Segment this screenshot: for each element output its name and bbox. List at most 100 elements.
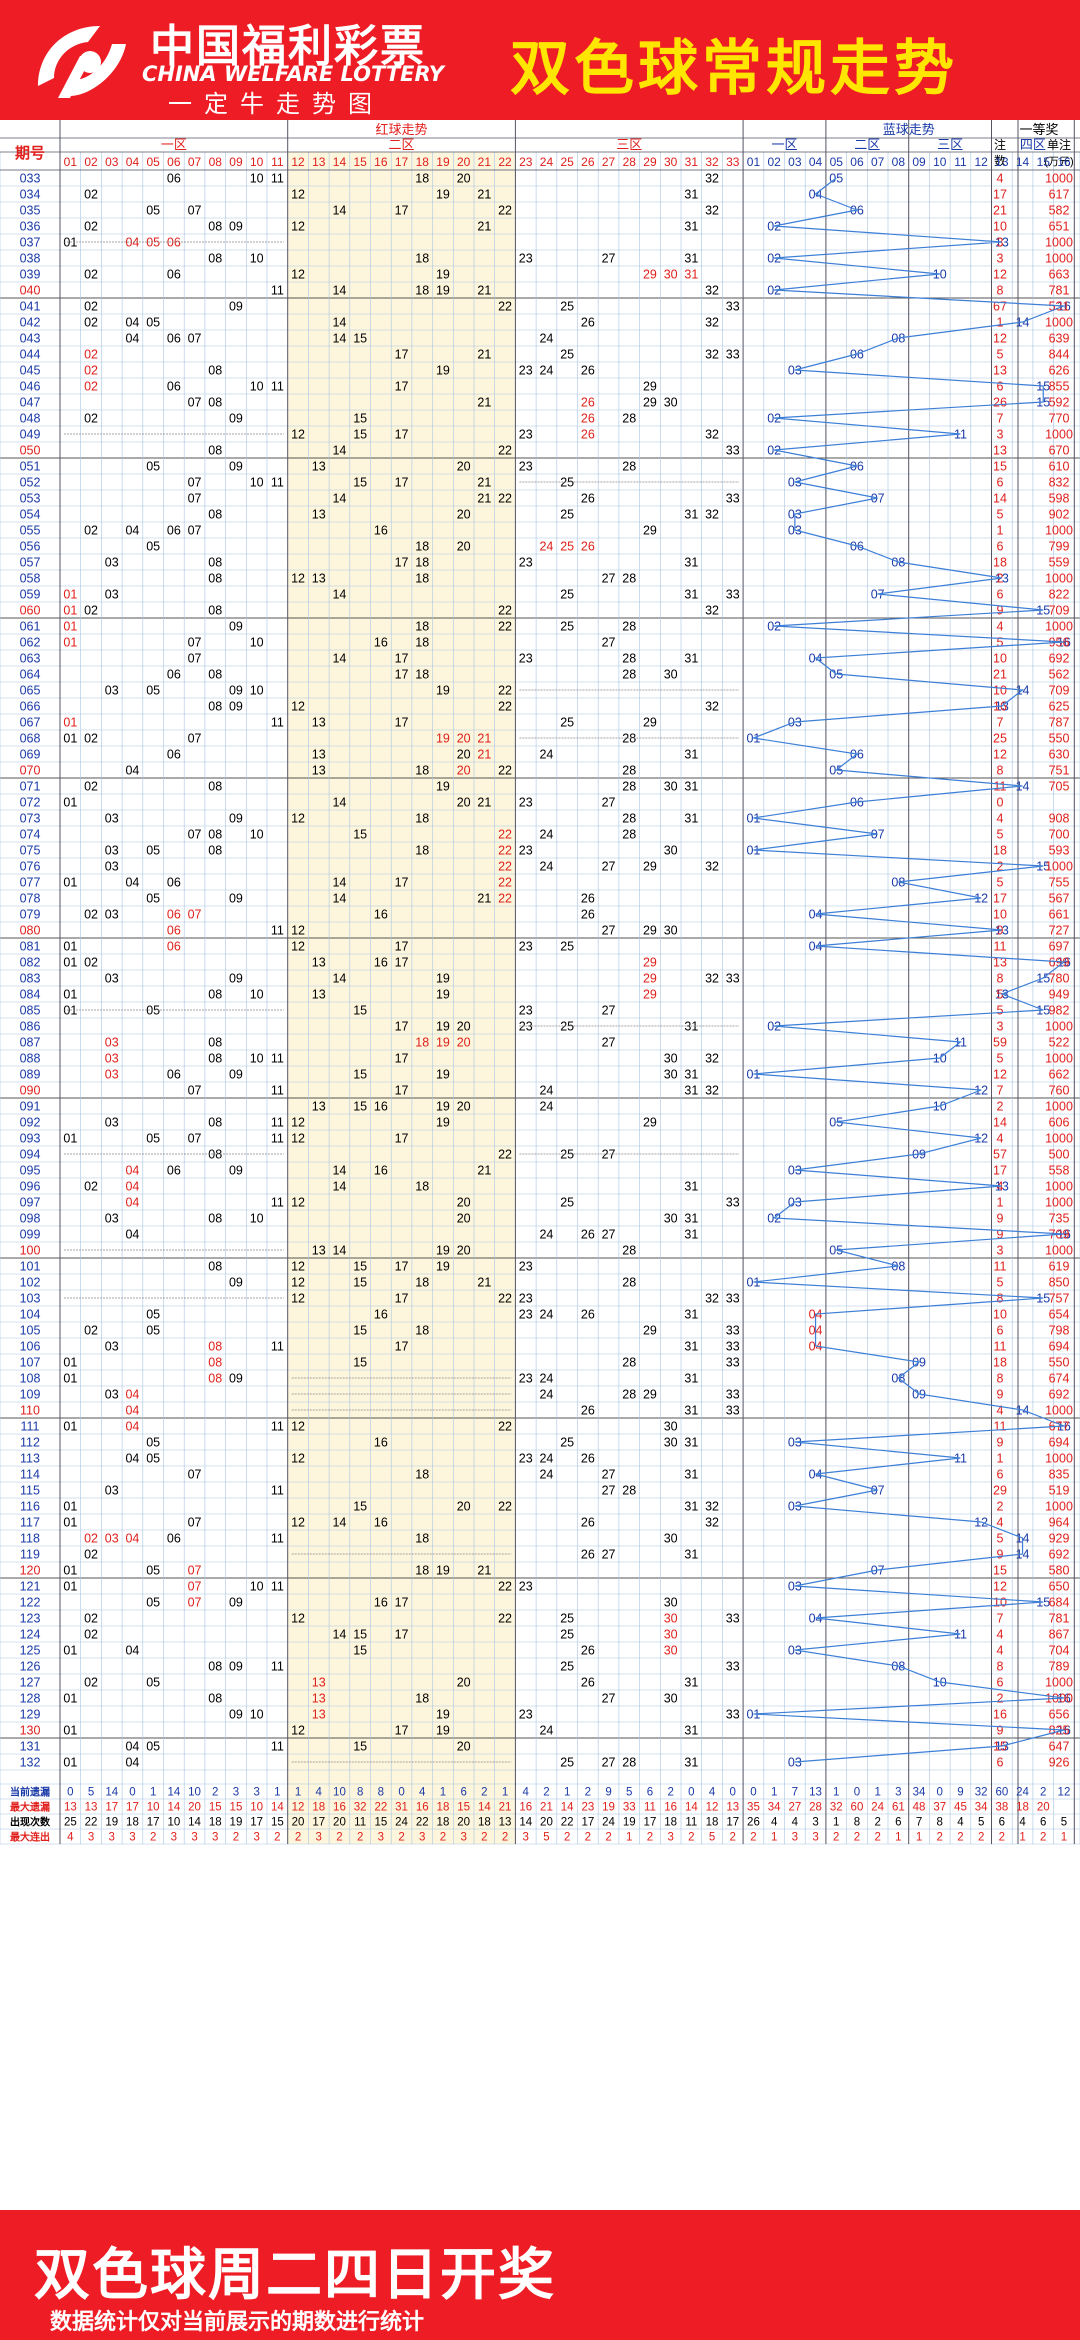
prize-count-cell: 6 <box>997 1324 1004 1338</box>
red-ball-cell: 05 <box>146 1132 160 1146</box>
red-ball-cell: 25 <box>560 620 574 634</box>
period-cell: 086 <box>20 1020 41 1034</box>
red-ball-cell: 27 <box>602 796 616 810</box>
stat-cell: 18 <box>312 1802 325 1814</box>
red-number-header: 05 <box>146 155 160 169</box>
period-cell: 085 <box>20 1004 41 1018</box>
red-ball-cell: 28 <box>622 1484 636 1498</box>
red-ball-cell: 05 <box>146 1004 160 1018</box>
red-ball-cell: 08 <box>208 828 222 842</box>
red-ball-cell: 06 <box>167 748 181 762</box>
red-ball-cell: 15 <box>353 412 367 426</box>
red-ball-cell: 31 <box>684 1548 698 1562</box>
red-ball-cell: 09 <box>229 460 243 474</box>
prize-count-cell: 29 <box>993 1484 1007 1498</box>
red-ball-cell: 08 <box>208 1116 222 1130</box>
red-ball-cell: 33 <box>726 348 740 362</box>
red-ball-cell: 18 <box>415 1468 429 1482</box>
prize-amount-cell: 1000 <box>1045 524 1073 538</box>
stat-cell: 3 <box>812 1817 818 1829</box>
red-ball-cell: 17 <box>395 1628 409 1642</box>
red-number-header: 32 <box>705 155 719 169</box>
red-ball-cell: 31 <box>684 1308 698 1322</box>
red-ball-cell: 27 <box>602 1548 616 1562</box>
prize-count-cell: 13 <box>993 444 1007 458</box>
prize-amount-cell: 550 <box>1049 732 1070 746</box>
stat-cell: 28 <box>809 1802 822 1814</box>
red-ball-cell: 29 <box>643 1116 657 1130</box>
prize-count-cell: 57 <box>993 1148 1007 1162</box>
prize-count-cell: 7 <box>997 716 1004 730</box>
red-ball-cell: 09 <box>229 684 243 698</box>
stat-cell: 4 <box>419 1787 426 1799</box>
red-ball-cell: 10 <box>250 380 264 394</box>
stat-cell: 34 <box>768 1802 781 1814</box>
red-ball-cell: 12 <box>291 1292 305 1306</box>
red-ball-cell: 02 <box>84 1612 98 1626</box>
red-ball-cell: 08 <box>208 396 222 410</box>
prize-count-cell: 9 <box>997 1436 1004 1450</box>
red-ball-cell: 26 <box>581 1516 595 1530</box>
prize-count-cell: 8 <box>997 1292 1004 1306</box>
period-cell: 088 <box>20 1052 41 1066</box>
period-cell: 120 <box>20 1564 41 1578</box>
stat-cell: 2 <box>667 1787 673 1799</box>
red-ball-cell: 25 <box>560 716 574 730</box>
blue-trend-line <box>751 177 1066 1763</box>
period-cell: 036 <box>20 220 41 234</box>
red-ball-cell: 07 <box>188 636 202 650</box>
stat-cell: 0 <box>730 1787 736 1799</box>
red-ball-cell: 09 <box>229 300 243 314</box>
red-ball-cell: 21 <box>477 220 491 234</box>
red-ball-cell: 23 <box>519 796 533 810</box>
prize-count-cell: 18 <box>993 1356 1007 1370</box>
red-ball-cell: 07 <box>188 1596 202 1610</box>
stat-cell: 14 <box>519 1817 532 1829</box>
red-ball-cell: 27 <box>602 636 616 650</box>
red-ball-cell: 31 <box>684 652 698 666</box>
stat-cell: 0 <box>750 1787 756 1799</box>
red-ball-cell: 20 <box>457 172 471 186</box>
logo-slogan: 一定牛走势图 <box>168 90 384 118</box>
prize-amount-cell: 610 <box>1049 460 1070 474</box>
red-ball-cell: 29 <box>643 396 657 410</box>
stat-cell: 21 <box>540 1802 553 1814</box>
stat-cell: 3 <box>233 1787 239 1799</box>
stat-cell: 14 <box>478 1802 491 1814</box>
red-ball-cell: 02 <box>84 604 98 618</box>
period-cell: 057 <box>20 556 41 570</box>
stat-cell: 1 <box>274 1787 280 1799</box>
prize-amount-cell: 755 <box>1049 876 1070 890</box>
red-ball-cell: 15 <box>353 428 367 442</box>
red-ball-cell: 25 <box>560 508 574 522</box>
prize-count-cell: 5 <box>997 348 1004 362</box>
red-number-header: 06 <box>167 155 181 169</box>
red-ball-cell: 31 <box>684 1212 698 1226</box>
period-cell: 132 <box>20 1756 41 1770</box>
red-ball-cell: 14 <box>332 1516 346 1530</box>
red-ball-cell: 10 <box>250 1052 264 1066</box>
stat-cell: 2 <box>212 1787 218 1799</box>
period-cell: 050 <box>20 444 41 458</box>
red-ball-cell: 10 <box>250 476 264 490</box>
red-ball-cell: 26 <box>581 428 595 442</box>
red-ball-cell: 23 <box>519 460 533 474</box>
prize-amount-cell: 558 <box>1049 1164 1070 1178</box>
period-cell: 048 <box>20 412 41 426</box>
red-ball-cell: 20 <box>457 1740 471 1754</box>
prize-amount-cell: 832 <box>1049 476 1070 490</box>
red-ball-cell: 27 <box>602 572 616 586</box>
red-ball-cell: 33 <box>726 1404 740 1418</box>
period-cell: 061 <box>20 620 41 634</box>
red-ball-cell: 16 <box>374 1436 388 1450</box>
period-cell: 095 <box>20 1164 41 1178</box>
red-ball-cell: 01 <box>63 796 77 810</box>
stat-cell: 24 <box>395 1817 408 1829</box>
prize-amount-header: 单注 <box>1047 137 1071 152</box>
stat-cell: 3 <box>88 1832 94 1844</box>
prize-count-cell: 5 <box>997 1004 1004 1018</box>
period-cell: 039 <box>20 268 41 282</box>
red-ball-cell: 01 <box>63 988 77 1002</box>
red-ball-cell: 32 <box>705 1292 719 1306</box>
stat-cell: 19 <box>623 1817 636 1829</box>
